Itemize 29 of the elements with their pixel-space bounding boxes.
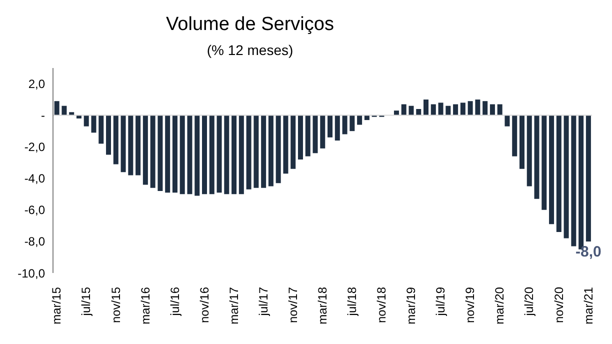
x-tick-label: jul/20	[522, 286, 536, 317]
x-tick-label: jul/17	[256, 286, 270, 317]
x-tick-label: jul/19	[434, 286, 448, 317]
data-label: -8,0	[576, 243, 602, 260]
y-tick-label: -2,0	[24, 140, 46, 154]
y-tick-label: -8,0	[24, 234, 46, 249]
y-tick-label: -6,0	[24, 203, 46, 218]
y-tick-label: -	[41, 108, 45, 123]
x-tick-label: mar/20	[492, 286, 507, 324]
x-tick-label: mar/19	[404, 286, 418, 324]
chart-title: Volume de Serviços	[165, 14, 335, 36]
x-tick-label: mar/17	[226, 286, 241, 324]
x-tick-label: mar/16	[138, 286, 152, 324]
y-tick-label: -4,0	[24, 172, 46, 186]
y-tick-label: 2,0	[28, 77, 46, 92]
x-tick-label: nov/18	[374, 286, 389, 324]
x-tick-label: jul/18	[345, 286, 360, 317]
x-tick-label: jul/15	[79, 286, 94, 317]
x-tick-label: nov/15	[108, 286, 123, 324]
x-tick-label: mar/18	[316, 286, 330, 324]
chart-subtitle: (% 12 meses)	[206, 42, 294, 58]
y-tick-label: -10,0	[18, 266, 46, 280]
x-tick-label: nov/17	[286, 286, 300, 324]
x-tick-label: mar/21	[581, 286, 596, 324]
x-tick-label: mar/15	[50, 286, 64, 324]
x-tick-label: nov/19	[463, 286, 478, 324]
x-tick-label: nov/20	[552, 286, 566, 324]
x-tick-label: jul/16	[168, 286, 182, 317]
x-tick-label: nov/16	[197, 286, 212, 324]
